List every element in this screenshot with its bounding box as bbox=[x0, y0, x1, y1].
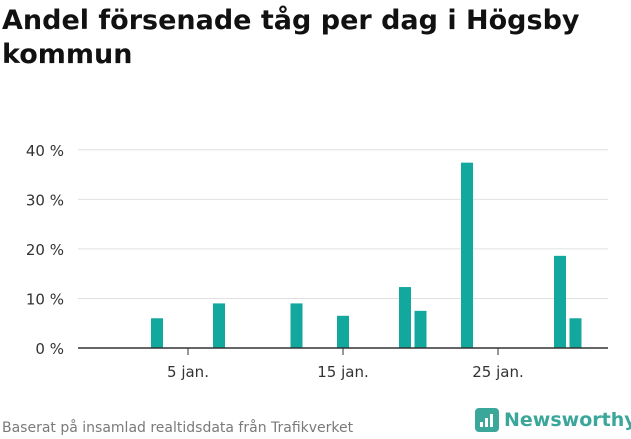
bar bbox=[399, 287, 411, 348]
x-tick-label: 5 jan. bbox=[167, 363, 209, 381]
source-note: Baserat på insamlad realtidsdata från Tr… bbox=[2, 420, 354, 436]
bar bbox=[461, 162, 473, 348]
chart-title: Andel försenade tåg per dag i Högsby kom… bbox=[2, 5, 580, 70]
bar bbox=[213, 303, 225, 348]
newsworthy-logo-icon bbox=[475, 408, 499, 432]
y-tick-label: 40 % bbox=[26, 142, 64, 160]
bar bbox=[337, 315, 349, 348]
y-tick-label: 10 % bbox=[26, 290, 64, 308]
x-tick-label: 15 jan. bbox=[317, 363, 369, 381]
x-tick-label: 25 jan. bbox=[472, 363, 524, 381]
x-axis-ticks: 5 jan. 15 jan. 25 jan. bbox=[167, 348, 524, 381]
y-tick-label: 0 % bbox=[35, 340, 64, 358]
newsworthy-brand[interactable]: Newsworthy bbox=[475, 408, 631, 432]
bar bbox=[290, 303, 303, 348]
y-tick-label: 20 % bbox=[26, 241, 64, 259]
bar bbox=[554, 255, 566, 348]
bar bbox=[569, 318, 582, 348]
brand-name: Newsworthy bbox=[504, 409, 631, 431]
y-tick-label: 30 % bbox=[26, 191, 64, 209]
bars bbox=[151, 162, 582, 348]
bar bbox=[151, 318, 163, 348]
y-axis-ticks: 0 % 10 % 20 % 30 % 40 % bbox=[26, 142, 64, 358]
bar bbox=[414, 310, 427, 348]
bar-chart: 0 % 10 % 20 % 30 % 40 % 5 jan. 15 jan. 25 jan. bbox=[26, 142, 608, 381]
gridlines bbox=[78, 149, 608, 299]
